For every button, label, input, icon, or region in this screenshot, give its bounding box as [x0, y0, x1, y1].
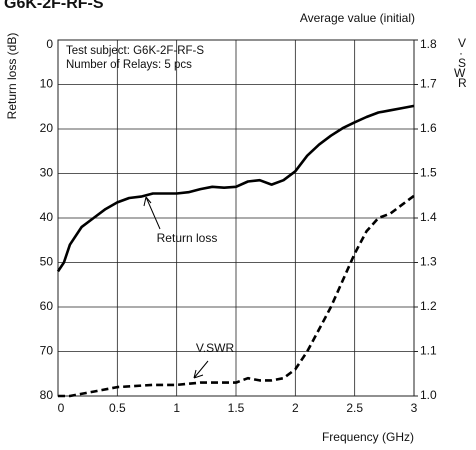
x-tick-label: 1.5	[228, 401, 245, 415]
annotation: V.SWR	[196, 341, 235, 355]
x-tick-label: 2.5	[346, 401, 363, 415]
y2-tick-label: 1.5	[420, 166, 437, 180]
y-tick-label: 40	[40, 210, 54, 224]
y2-tick-label: 1.1	[420, 344, 437, 358]
y-tick-label: 30	[40, 166, 54, 180]
x-axis-label: Frequency (GHz)	[322, 430, 414, 444]
y2-tick-label: 1.0	[420, 388, 437, 402]
x-tick-label: 0.5	[109, 401, 126, 415]
plot-frame	[57, 39, 415, 397]
x-tick-label: 3	[411, 401, 418, 415]
chart-title: G6K-2F-RF-S	[4, 0, 104, 12]
legend-box	[62, 44, 232, 78]
x-tick-label: 0	[58, 401, 65, 415]
y-tick-label: 0	[46, 37, 53, 51]
y-tick-label: 10	[40, 77, 54, 91]
x-tick-label: 1	[173, 401, 180, 415]
y-tick-label: 50	[40, 255, 54, 269]
y-tick-label: 20	[40, 121, 54, 135]
arrow	[143, 196, 161, 230]
y2-tick-label: 1.7	[420, 77, 437, 91]
annotation: Return loss	[157, 231, 218, 245]
annotation: Test subject: G6K-2F-RF-S	[66, 45, 204, 57]
subtitle: Average value (initial)	[300, 11, 415, 25]
y2-tick-label: 1.2	[420, 299, 437, 313]
annotation: Number of Relays: 5 pcs	[66, 59, 192, 71]
y-tick-label: 80	[40, 388, 54, 402]
y-tick-label: 70	[40, 344, 54, 358]
arrow	[193, 360, 209, 379]
series-line	[58, 194, 415, 398]
y-tick-label: 60	[40, 299, 54, 313]
series-line	[56, 104, 415, 273]
y2-tick-label: 1.3	[420, 255, 437, 269]
y2-tick-label: 1.8	[420, 37, 437, 51]
y2-axis-label: V · S W R	[454, 36, 467, 90]
y2-tick-label: 1.6	[420, 121, 437, 135]
y2-tick-label: 1.4	[420, 210, 437, 224]
x-tick-label: 2	[292, 401, 299, 415]
y-axis-label: Return loss (dB)	[5, 33, 19, 120]
